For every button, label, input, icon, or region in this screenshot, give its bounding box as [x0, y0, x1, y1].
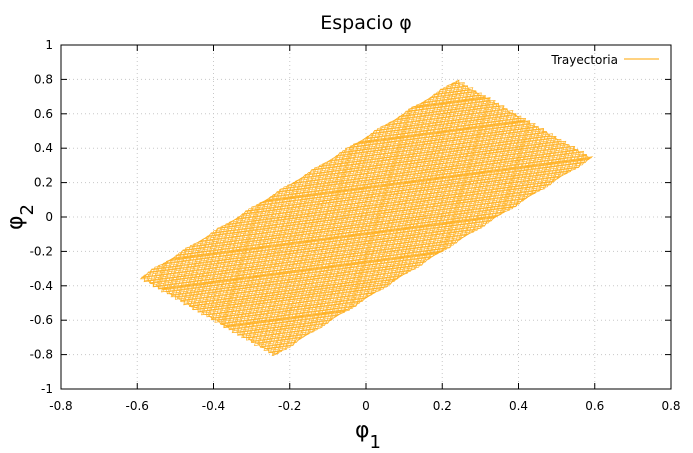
y-tick-label: -0.4	[30, 279, 53, 293]
y-tick-label: -0.8	[30, 348, 53, 362]
x-axis-label: φ1	[355, 418, 381, 453]
x-tick-label: 0.8	[661, 399, 680, 413]
y-tick-label: -0.6	[30, 313, 53, 327]
y-tick-label: -0.2	[30, 244, 53, 258]
trajectory-line	[139, 79, 594, 357]
axis-ticks: -0.8 -0.6 -0.4 -0.2 0 0.2 0.4 0.6 0.8 -1 -0.8 -0.6 -…	[30, 38, 681, 413]
legend: Trayectoria	[550, 53, 659, 67]
trajectory-series	[139, 79, 594, 357]
chart-title: Espacio φ	[320, 12, 412, 34]
y-tick-label: 0.4	[34, 141, 53, 155]
x-tick-label: -0.2	[278, 399, 301, 413]
y-tick-label: 0.2	[34, 176, 53, 190]
x-tick-label: -0.6	[126, 399, 149, 413]
x-tick-label: 0.4	[509, 399, 528, 413]
x-tick-label: 0.2	[433, 399, 452, 413]
y-tick-label: 1	[45, 38, 53, 52]
y-tick-label: -1	[41, 382, 53, 396]
legend-label: Trayectoria	[550, 53, 618, 67]
x-tick-label: 0.6	[585, 399, 604, 413]
y-tick-label: 0.8	[34, 72, 53, 86]
y-axis-label: φ2	[3, 204, 38, 230]
x-tick-label: -0.8	[49, 399, 72, 413]
x-tick-label: 0	[362, 399, 370, 413]
y-tick-label: 0	[45, 210, 53, 224]
x-tick-label: -0.4	[202, 399, 225, 413]
y-tick-label: 0.6	[34, 107, 53, 121]
